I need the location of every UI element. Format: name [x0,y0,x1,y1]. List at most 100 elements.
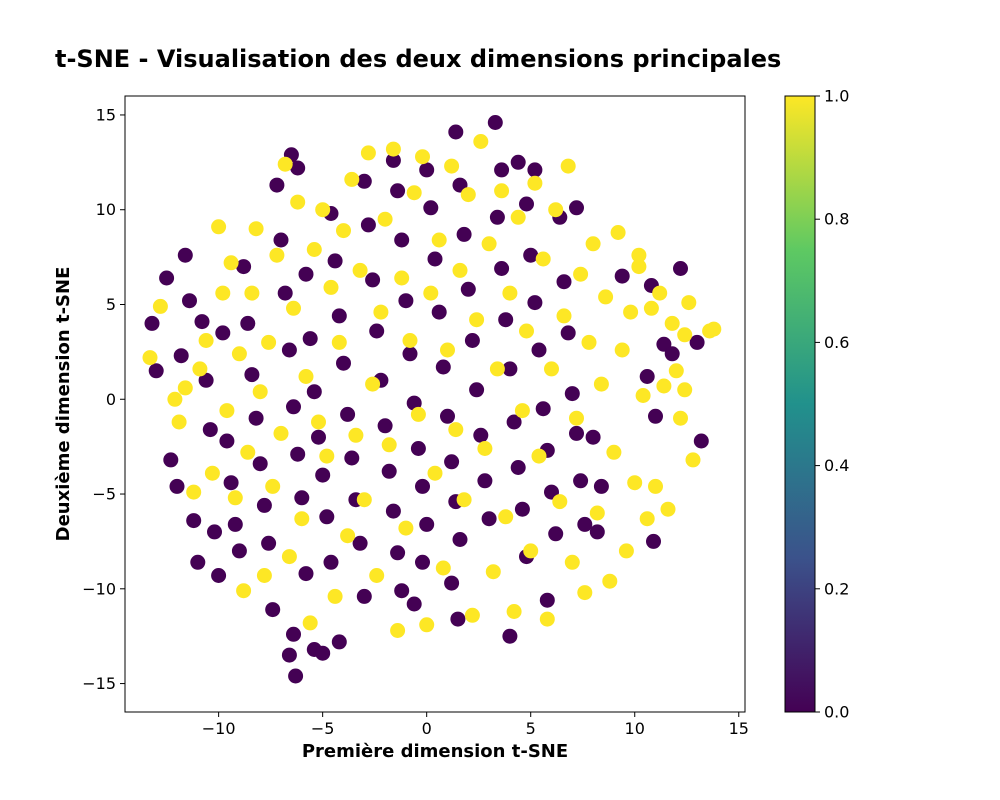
scatter-point [489,209,505,225]
scatter-point [519,196,534,212]
scatter-point [427,465,443,481]
scatter-point [585,429,601,445]
x-tick-label: 15 [729,719,749,738]
colorbar-tick-label: 0.6 [824,333,849,352]
colorbar-tick-label: 0.8 [824,210,849,229]
scatter-point [261,535,277,551]
scatter-point [489,361,505,377]
scatter-point [643,300,659,316]
scatter-point [415,554,430,570]
scatter-point [248,221,264,237]
scatter-point [556,308,572,324]
colorbar-tick-label: 0.4 [824,456,849,475]
scatter-point [286,300,301,316]
scatter-point [182,293,197,309]
scatter-point [452,262,468,278]
scatter-point [639,511,655,527]
scatter-point [539,611,555,627]
scatter-point [560,158,576,174]
scatter-point [173,348,189,364]
scatter-point [519,323,534,339]
scatter-point [223,255,239,271]
scatter-point [573,266,589,282]
scatter-point [311,429,326,445]
scatter-point [198,372,214,388]
scatter-point [673,410,688,426]
scatter-point [456,226,472,242]
scatter-point [494,261,510,276]
scatter-point [390,623,406,638]
scatter-point [419,162,435,178]
scatter-point [514,403,530,419]
scatter-point [281,549,297,565]
scatter-point [639,369,655,384]
scatter-point [360,217,376,233]
scatter-point [244,367,260,383]
scatter-point [252,456,268,472]
scatter-point [377,211,393,227]
scatter-point [219,403,235,419]
y-tick-label: 5 [106,295,116,314]
scatter-point [464,607,480,623]
scatter-point [573,473,589,489]
scatter-point [564,386,580,402]
y-tick-label: −10 [82,579,116,598]
scatter-point [286,399,301,415]
scatter-point [473,427,489,443]
scatter-point [385,152,401,168]
scatter-point [240,444,256,460]
scatter-point [506,604,522,619]
scatter-point [464,333,480,348]
scatter-point [510,154,526,170]
scatter-point [552,494,568,510]
scatter-point [635,388,651,403]
scatter-point [231,346,247,362]
scatter-point [373,304,389,320]
scatter-point [523,247,539,263]
y-tick-label: 15 [96,105,116,124]
scatter-point [627,475,643,491]
scatter-point [277,156,293,172]
scatter-point [444,158,460,174]
scatter-point [673,261,688,276]
scatter-point [302,615,318,631]
scatter-point [660,501,676,517]
scatter-point [648,478,663,494]
scatter-point [614,268,630,284]
scatter-point [190,554,206,570]
x-axis: −10 −5 0 5 10 15 [202,712,749,738]
scatter-point [207,524,222,540]
scatter-point [602,573,618,589]
scatter-point [336,223,351,239]
scatter-point [236,259,252,275]
scatter-point [652,285,668,301]
scatter-point [194,314,210,330]
scatter-point [564,554,580,570]
scatter-point [298,369,314,384]
scatter-point [598,289,614,305]
scatter-point [252,384,268,400]
scatter-point [298,566,314,582]
scatter-point [527,295,543,311]
scatter-point [569,200,584,216]
scatter-point [390,545,406,561]
scatter-point [273,425,289,441]
scatter-point [646,533,661,549]
scatter-point [473,134,489,149]
scatter-point [394,270,410,286]
scatter-point [677,327,693,343]
scatter-point [664,315,680,331]
x-axis-label: Première dimension t-SNE [302,741,568,762]
scatter-point [664,346,680,362]
scatter-point [248,410,264,426]
scatter-point [456,492,472,508]
scatter-point [477,473,493,489]
scatter-point [244,285,260,301]
scatter-point [398,293,414,309]
chart-title: t-SNE - Visualisation des deux dimension… [55,45,781,73]
scatter-point [152,298,168,314]
scatter-point [419,516,435,532]
x-tick-label: −5 [311,719,335,738]
scatter-point [315,645,331,661]
